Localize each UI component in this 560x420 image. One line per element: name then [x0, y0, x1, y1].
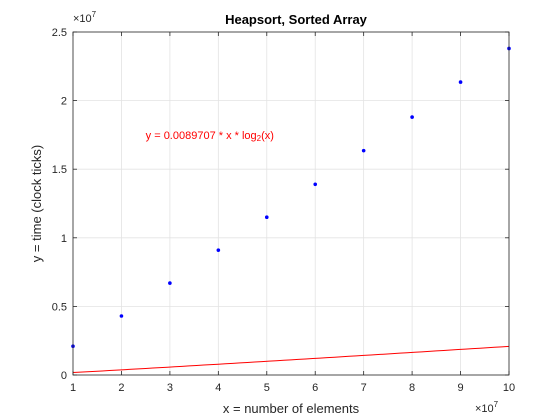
x-ticks: 1 2 3 4 5 6 7 8 9 10 — [70, 32, 515, 394]
y-tick-label: 0 — [61, 370, 67, 382]
plot-area — [73, 32, 509, 375]
y-axis-multiplier: ×107 — [73, 10, 97, 25]
data-point — [264, 215, 269, 220]
y-ticks: 0 0.5 1 1.5 2 2.5 — [52, 27, 509, 382]
data-point — [313, 182, 318, 187]
data-point — [410, 115, 414, 119]
x-tick-label: 8 — [409, 382, 415, 394]
fit-curve-layer — [72, 345, 510, 374]
x-tick-label: 4 — [215, 382, 221, 394]
annotation-end: (x) — [261, 130, 274, 142]
x-tick-label: 3 — [167, 382, 173, 394]
y-tick-label: 1.5 — [52, 164, 67, 176]
annotation-main: y = 0.0089707 * x * log — [146, 130, 257, 142]
x-multiplier-base: ×10 — [475, 403, 494, 415]
data-point — [216, 248, 221, 252]
data-point — [458, 80, 463, 84]
y-multiplier-base: ×10 — [73, 13, 92, 25]
x-multiplier-exponent: 7 — [494, 400, 499, 409]
y-tick-label: 2 — [61, 96, 67, 108]
y-tick-label: 2.5 — [52, 27, 67, 39]
fit-equation-annotation: y = 0.0089707 * x * log2(x) — [146, 130, 274, 143]
y-axis-label: y = time (clock ticks) — [29, 145, 44, 262]
x-tick-label: 9 — [457, 382, 463, 394]
data-point — [168, 281, 172, 285]
plot-frame — [72, 31, 510, 376]
x-tick-label: 7 — [361, 382, 367, 394]
data-point — [361, 148, 366, 153]
chart-title: Heapsort, Sorted Array — [225, 12, 368, 27]
x-tick-label: 1 — [70, 382, 76, 394]
x-tick-label: 10 — [503, 382, 515, 394]
x-axis-label: x = number of elements — [223, 401, 360, 416]
x-tick-label: 6 — [312, 382, 318, 394]
y-tick-label: 0.5 — [52, 301, 67, 313]
fit-curve — [72, 345, 510, 374]
x-axis-multiplier: ×107 — [475, 400, 499, 415]
data-point — [119, 314, 124, 318]
annotation-subscript: 2 — [257, 134, 262, 143]
y-multiplier-exponent: 7 — [92, 10, 97, 19]
x-tick-label: 5 — [264, 382, 270, 394]
y-tick-label: 1 — [61, 233, 67, 245]
x-tick-label: 2 — [118, 382, 124, 394]
